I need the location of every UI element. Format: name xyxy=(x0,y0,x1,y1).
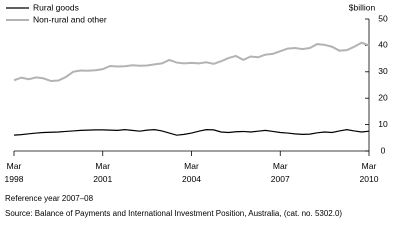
source-note: Source: Balance of Payments and Internat… xyxy=(5,209,342,218)
y-axis-unit: $billion xyxy=(349,2,376,12)
x-tick-label: Mar 2001 xyxy=(93,161,112,184)
series-line xyxy=(13,129,370,136)
reference-note: Reference year 2007–08 xyxy=(5,194,94,203)
y-tick-label: 20 xyxy=(378,92,388,102)
x-tick-label: Mar 2010 xyxy=(360,161,379,184)
legend-label: Non-rural and other xyxy=(33,14,107,24)
chart: $billion Reference year 2007–08 Source: … xyxy=(5,2,388,218)
x-tick-label: Mar 1998 xyxy=(5,161,24,184)
y-tick-label: 40 xyxy=(378,40,388,50)
legend-label: Rural goods xyxy=(33,2,79,12)
y-tick-label: 50 xyxy=(378,13,388,23)
y-tick-label: 30 xyxy=(378,66,388,76)
x-tick-label: Mar 2004 xyxy=(182,161,201,184)
x-tick-label: Mar 2007 xyxy=(271,161,290,184)
y-tick-label: 10 xyxy=(378,119,388,129)
series-line xyxy=(13,41,370,83)
y-tick-label: 0 xyxy=(381,145,386,155)
